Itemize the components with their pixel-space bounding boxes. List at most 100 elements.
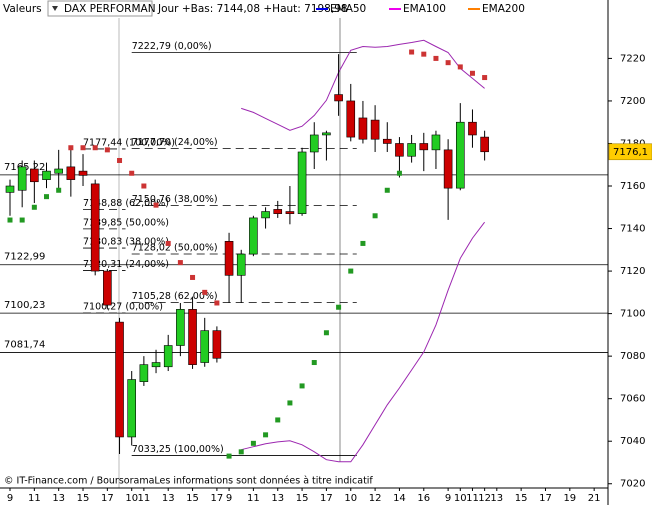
y-tick-label: 7200: [620, 96, 645, 107]
candle-body: [127, 379, 136, 438]
x-tick-label: 13: [162, 493, 175, 504]
x-tick-label: 9: [445, 493, 451, 504]
header: Valeurs DAX PERFORMAN Jour +Bas: 7144,08…: [0, 0, 608, 17]
y-tick-label: 7060: [620, 394, 645, 405]
x-tick-label: 9: [7, 493, 13, 504]
x-tick-label: 11: [138, 493, 151, 504]
sar-dot: [323, 330, 329, 336]
candle-body: [151, 362, 161, 368]
sar-dot: [299, 383, 305, 389]
band-lower: [241, 221, 485, 463]
x-tick-label: 17: [539, 493, 552, 504]
level-label: 7122,99: [4, 252, 45, 263]
fib-label: 7105,28 (62,00%): [132, 291, 218, 302]
candle-body: [212, 330, 222, 359]
sar-dot: [360, 240, 366, 246]
sar-dot: [214, 300, 220, 306]
x-tick-label: 14: [393, 493, 406, 504]
sar-dot: [372, 213, 378, 219]
candle-body: [297, 151, 307, 214]
y-tick-label: 7100: [620, 309, 645, 320]
candle-body: [5, 185, 15, 193]
x-tick-label: 15: [186, 493, 199, 504]
sar-dot: [287, 400, 293, 406]
candle-body: [176, 309, 185, 346]
sar-dot: [311, 360, 317, 366]
sar-dot: [421, 51, 427, 57]
sar-dot: [202, 289, 208, 295]
fib-label: 7177,44 (100,00%): [83, 137, 175, 148]
x-tick-label: 16: [417, 493, 430, 504]
candle-body: [334, 94, 343, 102]
header-label: Valeurs: [3, 3, 42, 15]
candle-body: [90, 183, 100, 272]
fib-label: 7139,85 (50,00%): [83, 217, 169, 228]
sar-dot: [238, 449, 244, 455]
y-tick-label: 7160: [620, 181, 645, 192]
x-tick-label: 15: [515, 493, 528, 504]
sar-dot: [165, 240, 171, 246]
candle-body: [273, 209, 283, 214]
sar-dot: [336, 304, 342, 310]
candle-body: [407, 143, 416, 157]
candle-body: [139, 364, 149, 382]
candle-body: [395, 143, 404, 157]
candle-body: [346, 100, 356, 138]
legend-label: EMA50: [330, 3, 366, 15]
sar-dot: [348, 268, 354, 274]
x-tick-label: 15: [296, 493, 309, 504]
legend-label: EMA200: [482, 3, 525, 15]
candle-body: [443, 149, 453, 189]
x-tick-label: 12: [478, 493, 491, 504]
candle-body: [30, 168, 39, 183]
x-tick-label: 11: [466, 493, 479, 504]
sar-dot: [56, 187, 62, 193]
candle-body: [431, 134, 441, 151]
fib-label: 7100,27 (0,00%): [83, 302, 163, 313]
y-tick-label: 7220: [620, 53, 645, 64]
candle-body: [322, 132, 331, 136]
select-arrow[interactable]: [52, 6, 58, 11]
instrument-name[interactable]: DAX PERFORMAN: [64, 3, 156, 15]
candle-body: [66, 166, 76, 180]
y-tick-label: 7040: [620, 436, 645, 447]
sar-dot: [482, 75, 488, 81]
sar-dot: [129, 170, 135, 176]
fib-label: 7128,02 (50,00%): [132, 243, 218, 254]
y-tick-label: 7120: [620, 266, 645, 277]
candle-body: [115, 321, 124, 438]
sar-dot: [396, 170, 402, 176]
sar-dot: [433, 55, 439, 61]
sar-dot: [104, 147, 110, 153]
candle-body: [17, 166, 27, 191]
candle-body: [285, 211, 295, 214]
candle-body: [78, 170, 88, 176]
range-text: Jour +Bas: 7144,08 +Haut: 7198,98: [157, 3, 348, 15]
sar-dot: [92, 145, 98, 151]
candle-body: [309, 134, 319, 153]
fib-label: 7120,31 (24,00%): [83, 259, 169, 270]
candle-body: [163, 345, 173, 368]
sar-dot: [19, 217, 25, 223]
y-tick-label: 7020: [620, 479, 645, 490]
x-tick-label: 17: [320, 493, 333, 504]
sar-dot: [409, 49, 415, 55]
candle-body: [249, 217, 258, 255]
legend-label: EMA100: [403, 3, 446, 15]
last-price-label: 7176,1: [613, 147, 648, 158]
sar-dot: [445, 60, 451, 66]
sar-dot: [457, 64, 463, 70]
candle-body: [480, 136, 489, 153]
x-tick-label: 9: [226, 493, 232, 504]
candle-body: [358, 117, 368, 140]
candle-body: [54, 168, 63, 174]
x-tick-label: 13: [490, 493, 503, 504]
candle-body: [419, 143, 429, 151]
instrument-select[interactable]: [47, 0, 153, 17]
sar-dot: [177, 260, 183, 266]
sar-dot: [44, 194, 50, 200]
y-tick-label: 7080: [620, 351, 645, 362]
x-tick-label: 13: [52, 493, 65, 504]
footer-note: © IT-Finance.com / BoursoramaLes informa…: [4, 476, 373, 487]
